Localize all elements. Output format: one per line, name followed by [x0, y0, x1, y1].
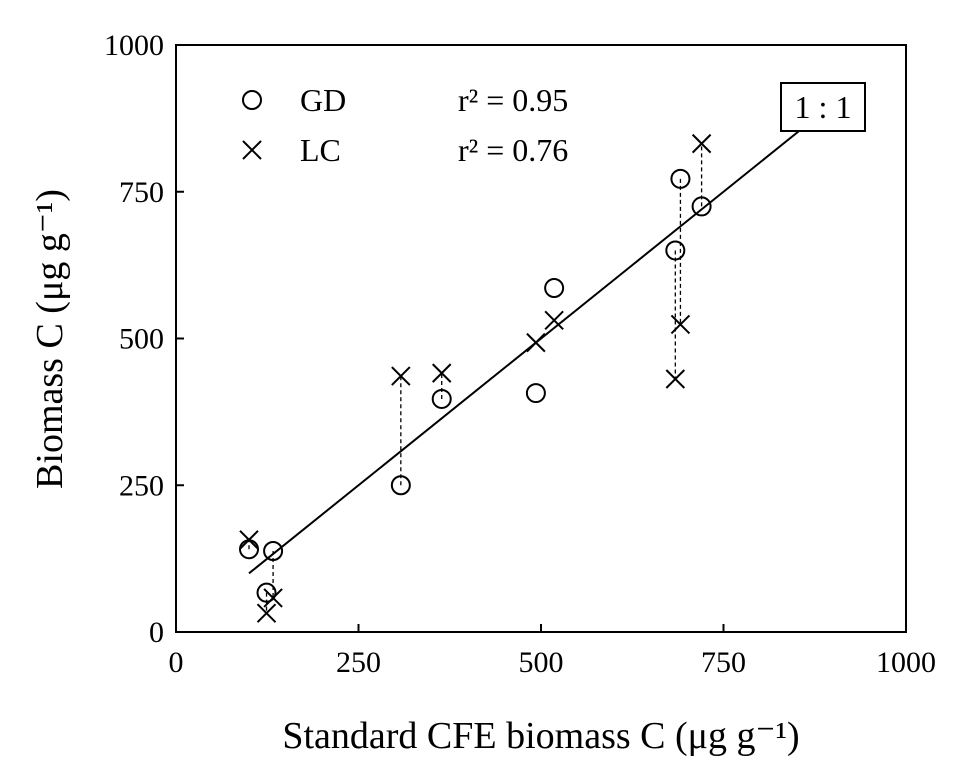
- data-point-gd: [525, 383, 546, 404]
- x-axis-ticks: 0 250 500 750 1000: [169, 624, 936, 679]
- data-point-lc: [256, 603, 277, 623]
- data-point-lc: [670, 314, 691, 335]
- data-point-lc: [239, 530, 259, 550]
- x-axis-label: Standard CFE biomass C (μg g⁻¹): [282, 715, 799, 757]
- data-point-gd: [263, 540, 284, 561]
- legend: GD r² = 0.95 LC r² = 0.76: [242, 82, 568, 168]
- y-axis-ticks: 0 250 500 750 1000: [104, 29, 184, 649]
- x-tick-label: 1000: [876, 646, 936, 679]
- legend-marker-gd: [242, 90, 262, 110]
- reference-label-frame: [780, 82, 866, 132]
- data-point-lc: [526, 332, 546, 353]
- reference-label-box: 1 : 1: [780, 82, 866, 132]
- reference-line-1-1: [248, 129, 801, 575]
- data-point-gd: [670, 168, 691, 189]
- reference-line-label: 1 : 1: [795, 89, 852, 125]
- data-point-lc: [665, 369, 686, 389]
- data-points: [239, 133, 712, 623]
- data-point-lc: [691, 133, 712, 154]
- y-tick-label: 750: [119, 176, 164, 209]
- data-point-lc: [544, 310, 564, 331]
- data-point-gd: [390, 475, 411, 496]
- x-tick-label: 500: [519, 646, 564, 679]
- data-point-lc: [263, 588, 283, 608]
- data-point-gd: [665, 240, 686, 261]
- data-point-gd: [431, 388, 452, 409]
- y-tick-label: 0: [149, 616, 164, 649]
- data-point-lc: [391, 366, 411, 386]
- paired-connectors: [248, 143, 703, 614]
- data-point-gd: [691, 196, 712, 217]
- x-tick-label: 750: [701, 646, 746, 679]
- y-tick-label: 1000: [104, 29, 164, 62]
- legend-marker-lc: [242, 140, 262, 160]
- data-point-lc: [432, 363, 452, 383]
- legend-label-lc: LC: [300, 132, 341, 168]
- data-point-gd: [544, 278, 565, 299]
- y-tick-label: 250: [119, 469, 164, 502]
- x-tick-label: 0: [169, 646, 184, 679]
- y-tick-label: 500: [119, 323, 164, 356]
- x-tick-label: 250: [336, 646, 381, 679]
- y-axis-label: Biomass C (μg g⁻¹): [29, 189, 71, 489]
- data-point-gd: [256, 582, 277, 603]
- r2-label-lc: r² = 0.76: [458, 132, 568, 168]
- legend-label-gd: GD: [300, 82, 346, 118]
- reference-line-group: [248, 129, 801, 575]
- r2-label-gd: r² = 0.95: [458, 82, 568, 118]
